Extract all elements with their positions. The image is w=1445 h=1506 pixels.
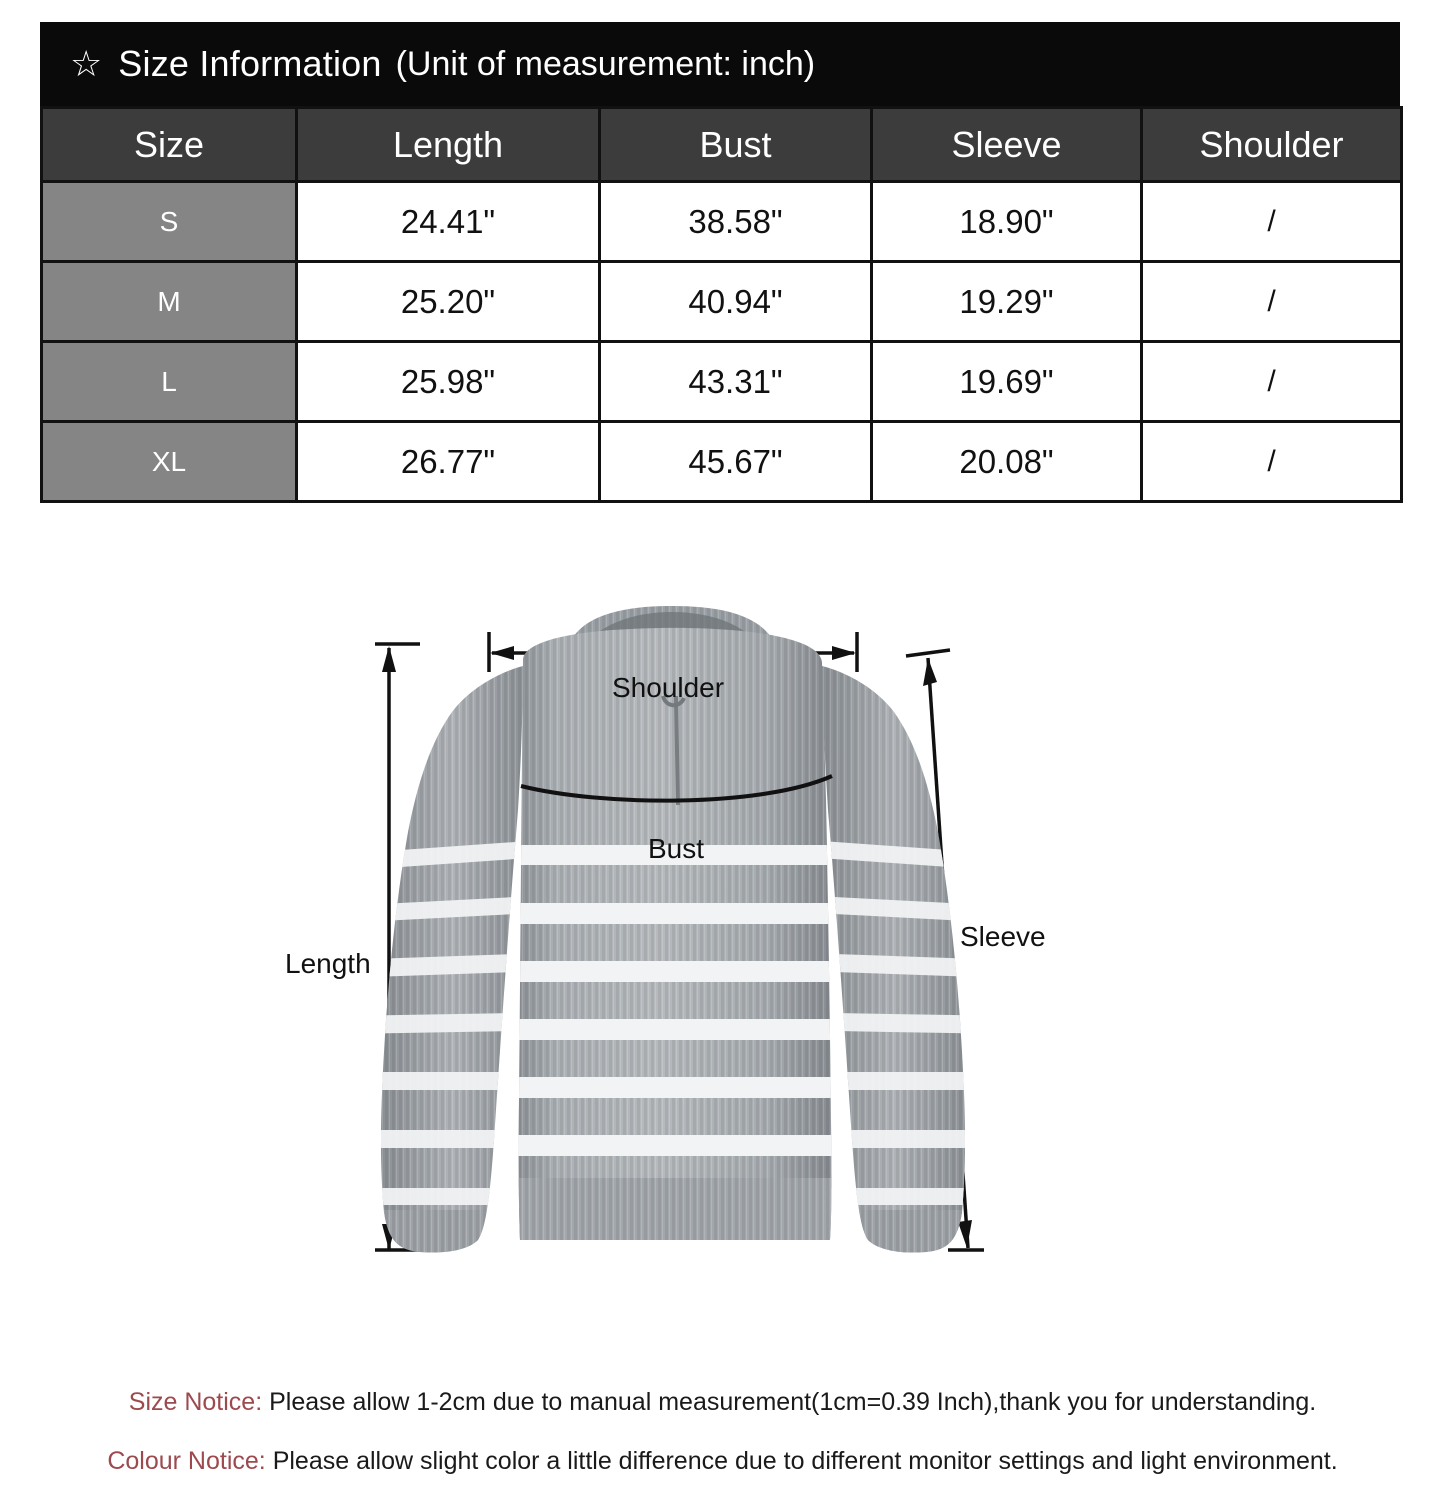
sleeve-arrow-top (923, 658, 937, 686)
size-chart-table: Size Length Bust Sleeve Shoulder S 24.41… (40, 106, 1403, 503)
size-notice-label: Size Notice: (128, 1388, 263, 1416)
table-row: S 24.41" 38.58" 18.90" / (40, 180, 1403, 263)
cell-sleeve: 19.69" (870, 340, 1143, 423)
measurement-diagram: Shoulder Bust Length Sleeve (0, 600, 1445, 1300)
star-icon: ☆ (70, 43, 103, 84)
cell-sleeve: 20.08" (870, 420, 1143, 503)
cell-shoulder: / (1140, 340, 1403, 423)
sweater-body (518, 627, 832, 1240)
sweater-right-sleeve (822, 666, 965, 1253)
cell-size: M (40, 260, 298, 343)
sleeve-arrow-bottom (958, 1220, 972, 1248)
colour-notice-line: Colour Notice: Please allow slight color… (0, 1447, 1445, 1476)
banner-unit-note: (Unit of measurement: inch) (395, 44, 816, 83)
size-notice-line: Size Notice: Please allow 1-2cm due to m… (0, 1388, 1445, 1417)
diagram-label-shoulder: Shoulder (612, 672, 725, 703)
size-information-banner: ☆ Size Information (Unit of measurement:… (40, 22, 1400, 106)
sweater-left-sleeve (381, 666, 523, 1253)
cell-sleeve: 18.90" (870, 180, 1143, 263)
table-row: M 25.20" 40.94" 19.29" / (40, 260, 1403, 343)
cell-shoulder: / (1140, 420, 1403, 503)
bust-measure-line (520, 774, 833, 803)
diagram-label-length: Length (285, 948, 371, 979)
diagram-label-sleeve: Sleeve (960, 921, 1046, 952)
table-row: L 25.98" 43.31" 19.69" / (40, 340, 1403, 423)
column-header-bust: Bust (598, 106, 873, 183)
sweater-diagram-svg (375, 606, 984, 1253)
column-header-sleeve: Sleeve (870, 106, 1143, 183)
cell-length: 26.77" (295, 420, 601, 503)
cell-size: S (40, 180, 298, 263)
colour-notice-text: Please allow slight color a little diffe… (272, 1447, 1338, 1475)
colour-notice-label: Colour Notice: (107, 1447, 266, 1475)
cell-shoulder: / (1140, 260, 1403, 343)
table-row: XL 26.77" 45.67" 20.08" / (40, 420, 1403, 503)
cell-sleeve: 19.29" (870, 260, 1143, 343)
shoulder-arrow-left (490, 646, 514, 660)
cell-bust: 40.94" (598, 260, 873, 343)
length-arrow-top (382, 646, 396, 672)
notices-section: Size Notice: Please allow 1-2cm due to m… (0, 1388, 1445, 1506)
cell-length: 25.98" (295, 340, 601, 423)
column-header-size: Size (40, 106, 298, 183)
size-notice-text: Please allow 1-2cm due to manual measure… (269, 1388, 1317, 1416)
cell-length: 25.20" (295, 260, 601, 343)
cell-length: 24.41" (295, 180, 601, 263)
column-header-length: Length (295, 106, 601, 183)
column-header-shoulder: Shoulder (1140, 106, 1403, 183)
banner-title: Size Information (118, 43, 382, 84)
cell-size: L (40, 340, 298, 423)
cell-bust: 43.31" (598, 340, 873, 423)
table-header-row: Size Length Bust Sleeve Shoulder (40, 106, 1403, 183)
diagram-label-bust: Bust (648, 833, 705, 864)
cell-bust: 38.58" (598, 180, 873, 263)
cell-bust: 45.67" (598, 420, 873, 503)
cell-shoulder: / (1140, 180, 1403, 263)
cell-size: XL (40, 420, 298, 503)
shoulder-arrow-right (832, 646, 856, 660)
